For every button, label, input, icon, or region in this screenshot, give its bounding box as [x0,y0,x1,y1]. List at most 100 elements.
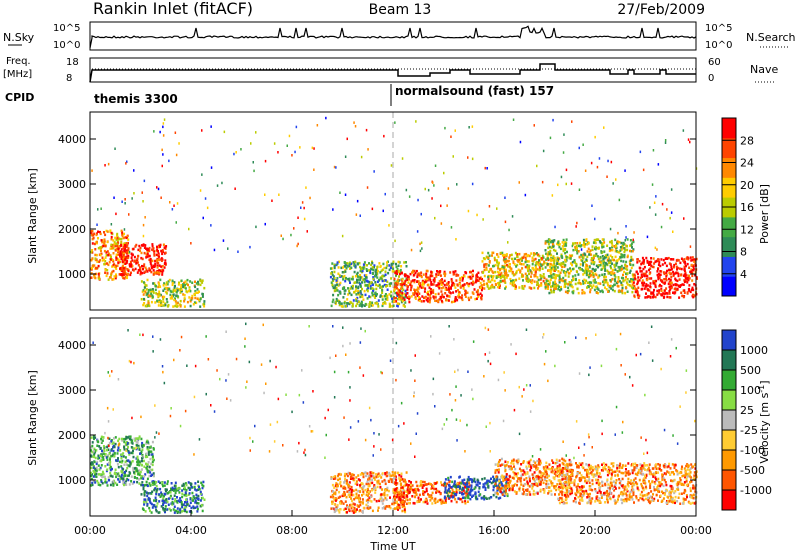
range-cell [575,244,578,248]
range-cell [177,499,180,502]
range-cell [367,484,370,488]
range-cell [368,295,371,298]
freq-tick-bottom: 8 [66,73,72,84]
range-cell [165,245,168,248]
range-cell [122,452,125,455]
range-cell [403,508,406,511]
range-cell [202,480,205,484]
range-cell [607,283,609,287]
range-cell [154,487,157,490]
range-cell [585,271,588,275]
range-cell [98,445,101,448]
range-cell [449,271,452,274]
range-cell [93,471,96,474]
range-cell [339,290,342,294]
range-cell [508,256,511,259]
range-cell [615,264,618,267]
range-cell [113,275,116,278]
range-cell [669,281,672,284]
range-cell [169,491,172,494]
range-cell [142,477,145,480]
range-cell [410,248,413,252]
freq-tick-top: 18 [66,57,79,68]
range-cell [152,448,155,451]
range-cell [510,279,512,283]
range-cell [377,305,380,308]
range-cell [311,146,314,150]
range-cell [537,253,540,256]
range-cell [413,280,416,284]
range-cell [141,484,144,487]
range-cell [670,286,673,290]
range-cell [125,459,128,463]
range-cell [156,299,159,303]
range-cell [469,270,471,274]
range-cell [393,475,396,479]
range-cell [335,482,338,485]
range-cell [430,292,433,295]
range-cell [485,263,488,266]
range-cell [329,495,332,499]
range-cell [501,251,504,255]
range-cell [455,279,458,282]
range-cell [162,300,165,304]
range-cell [657,258,660,262]
range-cell [171,486,174,490]
range-cell [143,475,146,478]
range-cell [592,241,595,244]
range-cell [306,230,308,233]
range-cell [185,494,188,498]
range-cell [497,267,500,270]
range-cell [459,498,462,501]
range-cell [194,482,197,485]
range-cell [339,473,342,476]
range-cell [609,265,612,268]
range-cell [163,509,166,512]
range-cell [549,136,552,140]
range-cell [386,284,389,287]
range-cell [147,492,150,495]
range-cell [649,260,652,264]
range-cell [384,489,387,492]
range-cell [525,275,528,279]
range-cell [93,460,96,464]
range-cell [487,275,490,279]
range-cell [140,244,143,247]
range-cell [144,266,147,269]
range-cell [601,243,603,246]
range-cell [348,277,351,280]
range-cell [177,283,180,286]
range-cell [339,480,342,484]
range-cell [381,295,384,298]
range-cell [624,278,627,282]
range-cell [609,254,612,257]
range-cell [96,444,99,447]
range-cell [412,490,415,494]
range-cell [188,296,191,299]
range-cell [571,244,574,248]
range-cell [439,492,442,496]
range-cell [472,280,475,283]
range-cell [571,260,574,264]
range-cell [574,282,577,286]
range-cell [374,491,377,494]
range-cell [115,475,118,479]
range-cell [537,278,540,282]
range-cell [494,263,497,267]
range-cell [560,268,563,272]
range-cell [604,280,607,284]
range-cell [100,441,103,444]
range-cell [190,485,193,489]
range-cell [333,502,336,506]
range-cell [416,230,419,233]
range-cell [555,268,558,271]
range-cell [537,287,539,290]
range-cell [392,262,395,265]
range-cell [488,497,491,500]
range-cell [422,273,425,276]
range-cell [187,289,190,293]
range-cell [158,294,161,297]
range-cell [135,261,138,265]
range-cell [141,290,144,293]
range-cell [659,270,662,273]
